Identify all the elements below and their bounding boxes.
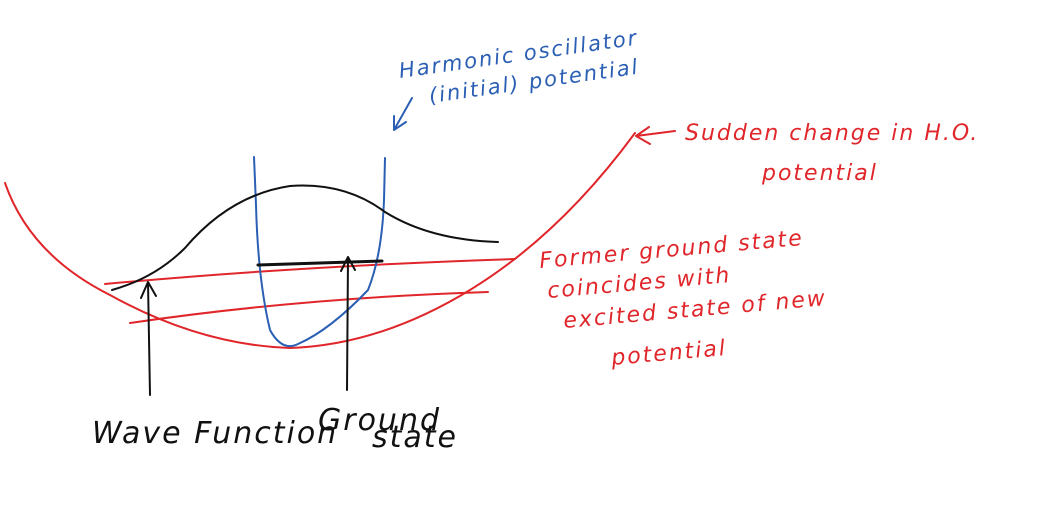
sudden-change-label-line-1: Sudden change in H.O. [685,121,979,146]
ground-state-label-line-2: state [372,420,458,455]
sudden-change-label: Sudden change in H.O. potential [685,121,979,186]
energy-level-upper [104,258,516,285]
wave-function-arrow [140,281,157,396]
ground-state-arrow [340,256,356,391]
initial-potential-label: Harmonic oscillator (initial) potential [397,26,641,108]
former-ground-state-label: Former ground state coincides with excit… [538,226,827,371]
former-ground-state-label-line-4: potential [609,336,728,371]
ground-state-label: Ground state [318,403,458,455]
wave-function-curve [111,184,499,291]
former-ground-state-label-line-1: Former ground state [538,226,804,274]
ground-state-line [256,259,384,267]
sudden-change-label-line-2: potential [761,161,878,186]
new-potential-curve [4,132,636,349]
ground-state-label-line-1: Ground [318,403,441,438]
initial-potential-arrow [393,97,413,131]
initial-potential-curve [253,156,386,348]
wave-function-label: Wave Function [92,416,338,451]
sudden-change-arrow [635,126,676,145]
energy-level-lower [129,291,489,324]
